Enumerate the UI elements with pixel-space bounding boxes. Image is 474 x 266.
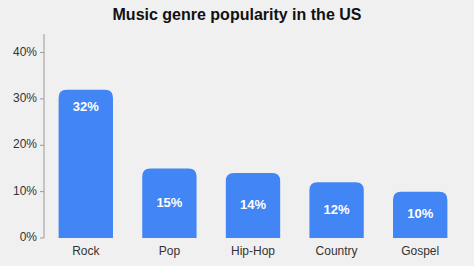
background bbox=[0, 0, 474, 266]
bar bbox=[309, 182, 363, 238]
chart-svg: Music genre popularity in the US 0% 10% 20%… bbox=[0, 0, 474, 266]
y-tick bbox=[40, 238, 44, 239]
x-tick-label: Gospel bbox=[401, 244, 439, 258]
x-tick-label: Pop bbox=[159, 244, 181, 258]
y-tick bbox=[40, 98, 44, 99]
data-label: 32% bbox=[73, 99, 99, 114]
y-tick-label: 20% bbox=[13, 137, 37, 151]
bar bbox=[393, 192, 447, 238]
x-tick-label: Rock bbox=[72, 244, 100, 258]
y-tick-label: 10% bbox=[13, 184, 37, 198]
x-tick-label: Hip-Hop bbox=[231, 244, 275, 258]
bars bbox=[59, 90, 448, 238]
data-label: 14% bbox=[240, 197, 266, 212]
x-tick-label: Country bbox=[316, 244, 358, 258]
y-tick bbox=[40, 191, 44, 192]
bar bbox=[59, 90, 113, 238]
y-axis-line bbox=[44, 34, 45, 238]
y-tick-label: 0% bbox=[20, 230, 38, 244]
data-label: 15% bbox=[156, 195, 182, 210]
chart-container: Music genre popularity in the US 0% 10% 20%… bbox=[0, 0, 474, 266]
title: Music genre popularity in the US bbox=[113, 6, 362, 23]
bar bbox=[226, 173, 280, 238]
data-label: 12% bbox=[324, 202, 350, 217]
bar bbox=[142, 168, 196, 238]
y-tick bbox=[40, 145, 44, 146]
y-tick-label: 40% bbox=[13, 45, 37, 59]
y-tick-label: 30% bbox=[13, 91, 37, 105]
data-label: 10% bbox=[407, 206, 433, 221]
y-tick bbox=[40, 52, 44, 53]
